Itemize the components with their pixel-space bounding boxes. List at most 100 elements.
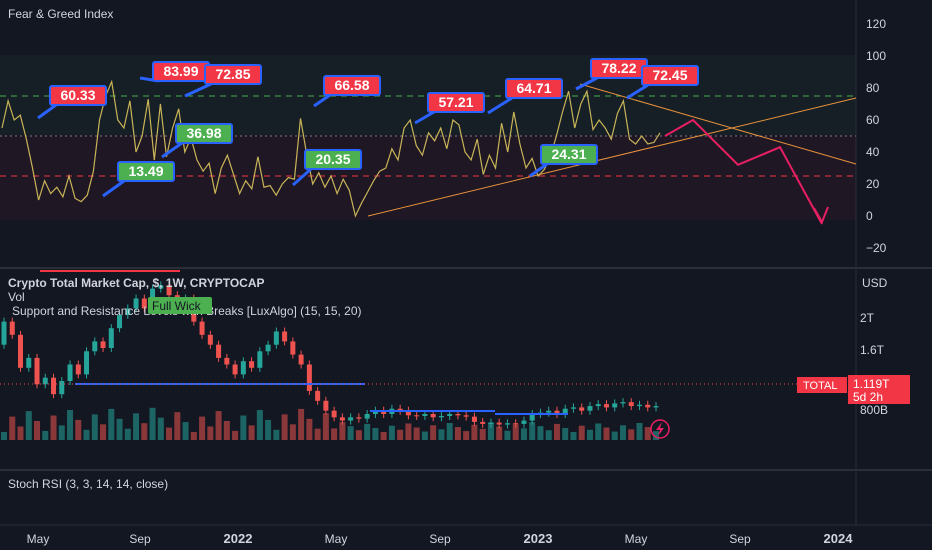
candle-body[interactable] (265, 344, 271, 352)
candle-body[interactable] (471, 416, 477, 422)
candle-body[interactable] (18, 334, 24, 368)
candle-body[interactable] (224, 357, 230, 365)
candle-body[interactable] (100, 341, 106, 348)
candle-body[interactable] (422, 414, 428, 416)
candle-body[interactable] (595, 404, 601, 407)
y-tick-label: 100 (866, 49, 886, 63)
candle-body[interactable] (216, 344, 222, 358)
candle-body[interactable] (166, 285, 172, 296)
candle-body[interactable] (1, 321, 7, 345)
candle-body[interactable] (480, 421, 486, 424)
volume-bar (512, 424, 519, 440)
candle-body[interactable] (315, 390, 321, 401)
candle-body[interactable] (282, 331, 288, 342)
candle-body[interactable] (405, 410, 411, 416)
volume-bar (190, 432, 197, 440)
candle-body[interactable] (59, 381, 65, 395)
candle-body[interactable] (356, 417, 362, 419)
candle-body[interactable] (372, 410, 378, 414)
candle-body[interactable] (504, 423, 510, 425)
candle-body[interactable] (620, 402, 626, 404)
candle-body[interactable] (75, 364, 81, 375)
badge-box (204, 64, 262, 85)
candle-body[interactable] (298, 354, 304, 365)
candle-body[interactable] (133, 298, 139, 309)
full-wick-label: Full Wick (148, 297, 212, 314)
candle-body[interactable] (26, 357, 32, 368)
volume-bar (578, 425, 585, 440)
candle-body[interactable] (323, 400, 329, 411)
full-wick-text: Full Wick (152, 299, 202, 313)
candle-body[interactable] (34, 357, 40, 385)
candle-body[interactable] (306, 364, 312, 391)
candle-body[interactable] (249, 361, 255, 368)
time-axis[interactable]: May Sep 2022 May Sep 2023 May Sep 2024 (27, 531, 854, 546)
candle-body[interactable] (158, 285, 164, 289)
candle-body[interactable] (513, 423, 519, 425)
candle-body[interactable] (430, 414, 436, 418)
candle-body[interactable] (240, 361, 246, 375)
candle-body[interactable] (653, 406, 659, 408)
candle-body[interactable] (257, 351, 263, 368)
candle-body[interactable] (645, 404, 651, 408)
candle-body[interactable] (628, 402, 634, 407)
volume-bar (289, 424, 296, 440)
candle-body[interactable] (554, 410, 560, 414)
candle-body[interactable] (546, 410, 552, 413)
candle-body[interactable] (496, 422, 502, 425)
candle-body[interactable] (587, 406, 593, 411)
candle-body[interactable] (199, 321, 205, 335)
lightning-icon[interactable] (650, 419, 670, 439)
candle-body[interactable] (579, 407, 585, 411)
candle-body[interactable] (603, 404, 609, 408)
candle-body[interactable] (562, 408, 568, 414)
candle-body[interactable] (397, 408, 403, 411)
volume-bar (653, 431, 659, 440)
candle-body[interactable] (612, 403, 618, 408)
volume-bar (595, 423, 602, 440)
projection-line (664, 118, 823, 225)
candle-body[interactable] (67, 364, 73, 382)
badge-box (505, 78, 563, 99)
fear-greed-y-axis[interactable]: 120 100 80 60 40 20 0 −20 (866, 17, 887, 255)
candle-body[interactable] (529, 414, 535, 421)
badge-pointer (313, 93, 331, 108)
candle-body[interactable] (141, 298, 147, 309)
candle-body[interactable] (463, 415, 469, 417)
candle-body[interactable] (414, 415, 420, 417)
volume-bar (124, 428, 131, 440)
candle-body[interactable] (381, 410, 387, 414)
candle-body[interactable] (438, 415, 444, 418)
candle-body[interactable] (84, 351, 90, 375)
candle-body[interactable] (455, 414, 461, 416)
candle-body[interactable] (636, 404, 642, 407)
candle-body[interactable] (570, 407, 576, 409)
candle-body[interactable] (108, 328, 114, 348)
candle-body[interactable] (125, 308, 131, 315)
market-cap-y-axis[interactable]: 2T 1.6T 800B (860, 311, 888, 417)
volume-bar (520, 428, 527, 440)
candle-body[interactable] (521, 420, 527, 424)
candle-body[interactable] (51, 377, 57, 395)
candle-body[interactable] (92, 341, 98, 352)
candle-body[interactable] (447, 414, 453, 416)
volume-bar (91, 414, 98, 440)
candle-body[interactable] (42, 377, 48, 385)
badge-value: 83.99 (163, 63, 198, 79)
candle-body[interactable] (339, 417, 345, 421)
x-month-label: Sep (729, 532, 751, 546)
candle-body[interactable] (9, 321, 15, 335)
volume-bar (421, 431, 428, 440)
volume-bar (75, 419, 82, 440)
candle-body[interactable] (348, 417, 354, 421)
candle-body[interactable] (364, 414, 370, 419)
candle-body[interactable] (273, 331, 279, 345)
candle-body[interactable] (290, 341, 296, 355)
candle-body[interactable] (117, 315, 123, 329)
candle-body[interactable] (232, 364, 238, 375)
candle-body[interactable] (488, 422, 494, 424)
candle-body[interactable] (207, 334, 213, 345)
candle-body[interactable] (331, 410, 337, 418)
volume-bar (306, 418, 313, 440)
